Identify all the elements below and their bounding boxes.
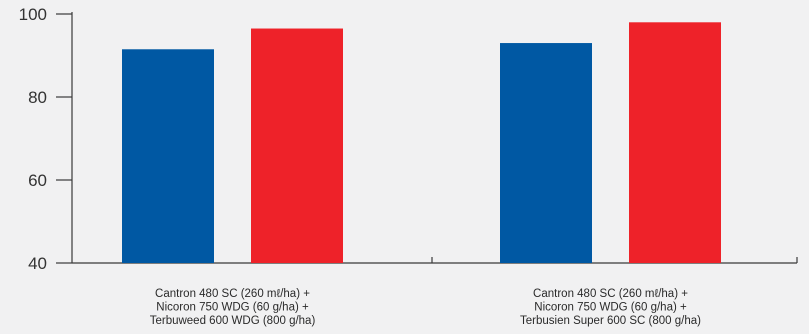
bar-series-1-category-1: [122, 49, 214, 264]
category-label-line: Nicoron 750 WDG (60 g/ha) +: [156, 302, 309, 314]
category-label-line: Terbuweed 600 WDG (800 g/ha): [150, 315, 316, 327]
y-tick-label: 40: [28, 254, 47, 273]
y-tick-label: 60: [28, 171, 47, 190]
category-label-line: Nicoron 750 WDG (60 g/ha) +: [534, 302, 687, 314]
category-label-line: Cantron 480 SC (260 mℓ/ha) +: [155, 288, 310, 300]
category-labels: Cantron 480 SC (260 mℓ/ha) + Nicoron 750 …: [150, 288, 701, 327]
bar-series-2-category-2: [629, 22, 721, 263]
category-label-line: Terbusien Super 600 SC (800 g/ha): [520, 315, 701, 327]
category-label-line: Cantron 480 SC (260 mℓ/ha) +: [533, 288, 688, 300]
bar-series-2-category-1: [251, 28, 343, 264]
y-tick-label: 80: [28, 88, 47, 107]
bars-group: [122, 22, 721, 264]
y-tick-label: 100: [19, 5, 47, 24]
bar-series-1-category-2: [500, 43, 592, 263]
y-axis: 40 60 80 100: [19, 5, 73, 273]
